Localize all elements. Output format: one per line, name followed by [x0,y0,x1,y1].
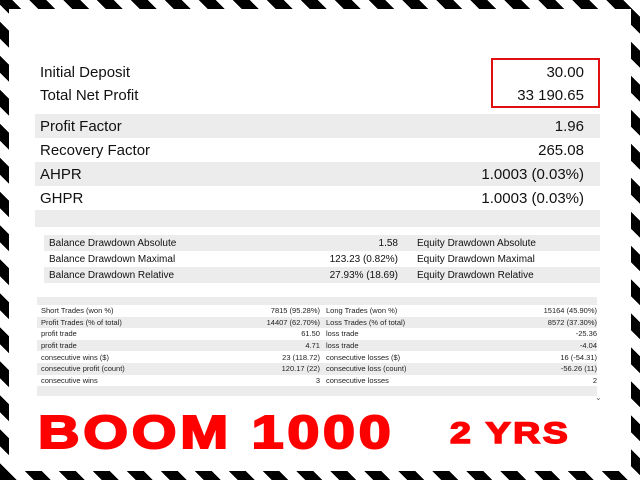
trades-row: Short Trades (won %) 7815 (95.28%) Long Tr… [37,305,597,317]
value: 1.58 [378,237,398,249]
banner-main-text: BOOM 1000 [37,405,395,459]
value: 3 [315,375,320,385]
value: 7815 (95.28%) [270,306,320,316]
label: Loss Trades (% of total) [325,317,406,327]
label: consecutive profit (count) [41,364,125,374]
label: Equity Drawdown Maximal [417,253,535,265]
label: Short Trades (won %) [41,306,114,316]
trades-row: consecutive wins ($) 23 (118.72) consecuti… [37,351,597,363]
trades-spacer [37,297,597,305]
label: profit trade [41,341,77,351]
trades-row: consecutive profit (count) 120.17 (22) con… [37,363,597,375]
value: 120.17 (22) [281,364,320,374]
label: Equity Drawdown Absolute [417,237,536,249]
summary-row-ahpr: AHPR 1.0003 (0.03%) [35,162,600,186]
label: GHPR [40,189,84,207]
value: 8572 (37.30%) [547,317,597,327]
drawdown-row: Balance Drawdown Absolute 1.58 Equity Draw… [44,235,600,251]
value: -25.36 [575,329,597,339]
summary-row-initial-deposit: Initial Deposit 30.00 [35,61,600,83]
banner-title: BOOM 1000 2 YRS [37,405,569,459]
value: 1.0003 (0.03%) [481,165,584,183]
value: 15164 (45.90%) [543,306,597,316]
drawdown-row: Balance Drawdown Maximal 123.23 (0.82%) Eq… [44,251,600,267]
label: Total Net Profit [40,86,139,104]
summary-spacer [35,210,600,227]
value: 33 190.65 [517,86,584,104]
trades-row: consecutive wins 3 consecutive losses 2 [37,375,597,387]
trades-row: profit trade 61.50 loss trade -25.36 [37,328,597,340]
trades-row: profit trade 4.71 loss trade -4.04 [37,339,597,352]
label: Long Trades (won %) [325,306,398,316]
label: Profit Trades (% of total) [41,317,122,327]
highlight-box [491,58,600,108]
scrollbar[interactable]: ⌄ [595,298,603,402]
label: Balance Drawdown Relative [49,269,175,281]
value: 265.08 [538,141,584,159]
value: 16 (-54.31) [560,352,597,362]
value: 123.23 (0.82%) [329,253,398,265]
value: -4.04 [579,341,597,351]
label: consecutive losses [325,375,389,385]
label: consecutive loss (count) [325,364,407,374]
label: Balance Drawdown Absolute [49,237,177,249]
drawdown-row: Balance Drawdown Relative 27.93% (18.69) E… [44,267,600,283]
label: Initial Deposit [40,63,131,81]
value: -56.26 (11) [560,364,597,374]
label: AHPR [40,165,82,183]
label: Recovery Factor [40,141,151,159]
summary-row-ghpr: GHPR 1.0003 (0.03%) [35,186,600,210]
banner-sub-text: 2 YRS [449,416,571,451]
label: consecutive wins ($) [41,352,109,362]
label: profit trade [41,329,77,339]
value: 2 [592,375,597,385]
value: 23 (118.72) [282,352,320,362]
label: loss trade [325,329,359,339]
value: 1.0003 (0.03%) [481,189,584,207]
value: 1.96 [554,117,584,135]
summary-row-total-net-profit: Total Net Profit 33 190.65 [35,84,600,106]
value: 61.50 [301,329,320,339]
label: consecutive wins [41,375,98,385]
scroll-down-arrow-icon[interactable]: ⌄ [595,393,602,402]
value: 30.00 [546,63,584,81]
label: loss trade [325,341,359,351]
value: 14407 (62.70%) [266,317,320,327]
label: Equity Drawdown Relative [417,269,534,281]
trades-row: Profit Trades (% of total) 14407 (62.70%)… [37,316,597,329]
label: consecutive losses ($) [325,352,401,362]
label: Balance Drawdown Maximal [49,253,176,265]
summary-row-profit-factor: Profit Factor 1.96 [35,114,600,138]
value: 4.71 [305,341,320,351]
trades-spacer [37,386,597,396]
value: 27.93% (18.69) [329,269,398,281]
label: Profit Factor [40,117,122,135]
summary-row-recovery-factor: Recovery Factor 265.08 [35,138,600,162]
